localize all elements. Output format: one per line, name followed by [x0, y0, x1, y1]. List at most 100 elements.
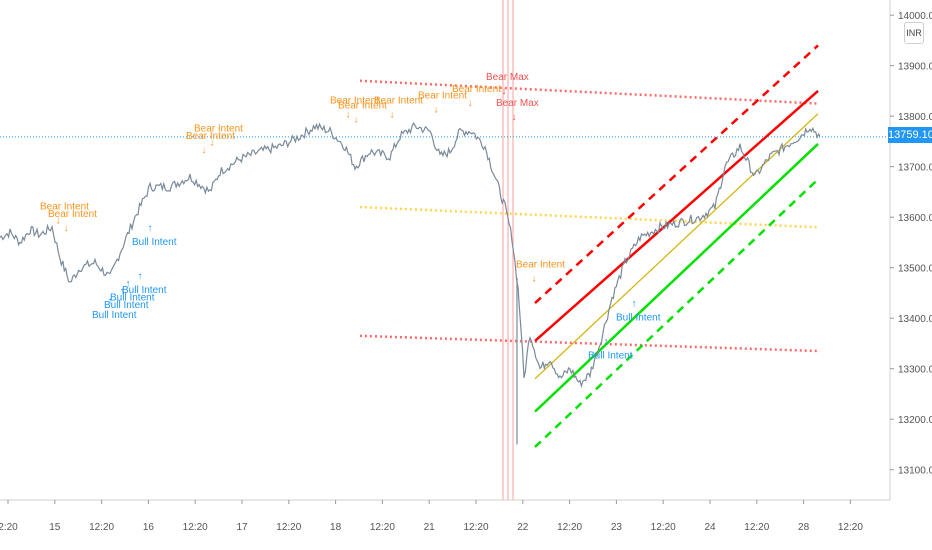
y-tick-label: 13900.00: [898, 62, 932, 73]
y-tick-label: 13500.00: [898, 264, 932, 275]
x-tick-label: 21: [424, 522, 436, 533]
signal-annotation: Bear Intent ↓: [452, 84, 501, 109]
channel-line-lower-ext[interactable]: [534, 178, 819, 448]
annotation-label: Bear Max: [496, 98, 539, 109]
annotation-label: Bear Max: [486, 72, 529, 83]
annotation-label: Bull Intent: [104, 300, 149, 311]
level-line[interactable]: [359, 79, 819, 105]
signal-annotation: Bear Intent↓: [186, 131, 235, 156]
x-tick-label: 18: [330, 522, 342, 533]
x-tick-label: 12:20: [276, 522, 301, 533]
x-tick-label: 17: [236, 522, 248, 533]
channel-line-upper[interactable]: [534, 89, 819, 342]
signal-annotation: Bear Intent ↓: [40, 202, 89, 227]
level-line[interactable]: [359, 334, 819, 353]
currency-button[interactable]: INR: [904, 22, 924, 44]
channel-line-lower[interactable]: [534, 143, 819, 413]
signal-annotations: Bear Intent↓Bear Intent↓Bear Intent↓Bear…: [40, 72, 661, 362]
arrow-down-icon: ↓: [502, 86, 507, 97]
arrow-up-icon: ↑: [148, 223, 153, 234]
arrow-up-icon: ↑: [632, 299, 637, 310]
annotation-label: Bear Intent: [40, 202, 89, 213]
arrow-down-icon: ↓: [346, 110, 351, 121]
x-tick-label: 15: [49, 522, 61, 533]
signal-annotation: Bear Max ↓: [486, 72, 529, 97]
channel-line-upper-ext[interactable]: [534, 44, 819, 304]
arrow-down-icon: ↓: [202, 145, 207, 156]
annotation-label: Bull Intent: [132, 237, 177, 248]
annotation-label: Bull Intent: [616, 313, 661, 324]
last-price-label: 13759.10: [888, 127, 932, 143]
arrow-down-icon: ↓: [210, 137, 215, 148]
annotation-label: Bear Intent: [338, 101, 387, 112]
arrow-up-icon: ↑: [604, 337, 609, 348]
annotation-label: Bear Intent: [48, 209, 97, 220]
x-tick-label: 12:20: [651, 522, 676, 533]
x-tick-label: 12:20: [183, 522, 208, 533]
signal-annotation: Bull Intent ↑: [588, 337, 633, 362]
arrow-up-icon: ↑: [120, 286, 125, 297]
regression-channel[interactable]: [516, 44, 819, 448]
annotation-label: Bear Intent: [418, 90, 467, 101]
arrow-down-icon: ↓: [512, 112, 517, 123]
signal-annotation: Bear Intent ↓: [194, 123, 243, 148]
annotation-label: Bull Intent: [110, 293, 155, 304]
x-tick-label: 24: [704, 522, 716, 533]
annotation-label: Bear Intent: [516, 260, 565, 271]
x-axis[interactable]: 2:20 15 12:20 16 12:20 17 12:20 18 12:20 21 12:20 2…: [0, 499, 890, 533]
x-tick-label: 23: [611, 522, 623, 533]
arrow-up-icon: ↑: [108, 296, 113, 307]
x-tick-label: 16: [143, 522, 155, 533]
price-series-line: [0, 121, 821, 389]
annotation-label: Bear Intent: [452, 84, 501, 95]
x-tick-label: 12:20: [89, 522, 114, 533]
annotation-label: Bear Intent: [186, 131, 235, 142]
x-tick-label: 12:20: [744, 522, 769, 533]
signal-annotation: Bull Intent↑: [104, 286, 149, 311]
signal-annotation: Bear Intent ↓: [418, 90, 467, 115]
signal-annotation: Bear Intent↓: [338, 101, 387, 126]
signal-annotation: Bull Intent ↑: [132, 223, 177, 248]
y-tick-label: 13300.00: [898, 365, 932, 376]
x-tick-label: 12:20: [463, 522, 488, 533]
annotation-label: Bear Intent: [374, 96, 423, 107]
y-tick-label: 13800.00: [898, 112, 932, 123]
annotation-label: Bull Intent: [92, 310, 137, 321]
level-line[interactable]: [359, 205, 819, 229]
signal-annotation: Bear Intent↓: [48, 209, 97, 234]
x-tick-label: 12:20: [838, 522, 863, 533]
signal-annotation: Bull Intent↑: [122, 271, 167, 296]
signal-annotation: Bear Intent↓: [374, 96, 423, 121]
channel-line-mid[interactable]: [534, 113, 819, 380]
y-tick-label: 14000.00: [898, 11, 932, 22]
signal-annotation: Bull Intent↑: [110, 279, 155, 304]
arrow-down-icon: ↓: [56, 216, 61, 227]
signal-annotation: Bear Intent ↓: [516, 260, 565, 285]
signal-annotation: Bear Intent ↓: [330, 96, 379, 121]
signal-annotation: Bull Intent ↑: [92, 296, 137, 321]
level-lines: [359, 79, 819, 353]
annotation-label: Bull Intent: [122, 285, 167, 296]
x-tick-label: 22: [517, 522, 529, 533]
arrow-down-icon: ↓: [64, 223, 69, 234]
x-tick-label: 2:20: [0, 522, 18, 533]
annotation-label: Bull Intent: [588, 351, 633, 362]
annotation-label: Bear Intent: [330, 96, 379, 107]
x-tick-label: 28: [798, 522, 810, 533]
annotation-label: Bear Intent: [194, 123, 243, 134]
arrow-down-icon: ↓: [532, 274, 537, 285]
arrow-up-icon: ↑: [138, 271, 143, 282]
y-tick-label: 13600.00: [898, 213, 932, 224]
signal-annotation: Bull Intent ↑: [616, 299, 661, 324]
y-tick-label: 13700.00: [898, 163, 932, 174]
arrow-up-icon: ↑: [126, 279, 131, 290]
y-tick-label: 13400.00: [898, 314, 932, 325]
signal-annotation: Bear Max ↓: [496, 98, 539, 123]
y-tick-label: 13200.00: [898, 415, 932, 426]
arrow-down-icon: ↓: [468, 98, 473, 109]
arrow-down-icon: ↓: [354, 115, 359, 126]
arrow-down-icon: ↓: [434, 104, 439, 115]
y-axis[interactable]: 14000.00 13900.00 13800.00 13700.00 13600.00…: [889, 0, 932, 500]
y-tick-label: 13100.00: [898, 466, 932, 477]
